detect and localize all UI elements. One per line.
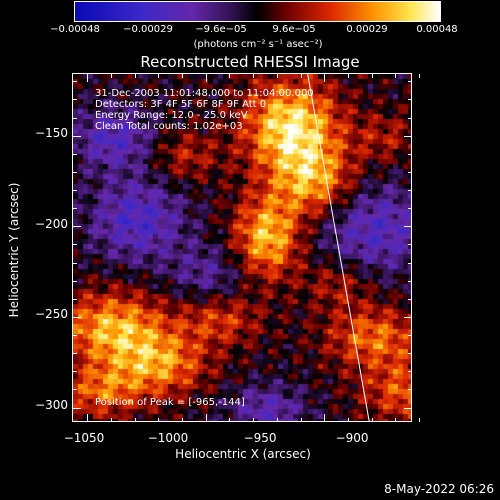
tick-mark (347, 418, 349, 422)
tick-mark (408, 389, 412, 391)
tick-mark (73, 389, 77, 391)
energy-range-annotation: Energy Range: 12.0 - 25.0 keV (95, 110, 248, 121)
tick-mark (419, 74, 421, 78)
tick-mark (404, 316, 412, 318)
tick-mark (73, 171, 77, 173)
tick-mark (73, 298, 77, 300)
peak-position-annotation: Position of Peak = [-965,-144] (95, 397, 245, 408)
tick-mark (419, 418, 421, 422)
clean-counts-annotation: Clean Total counts: 1.02e+03 (95, 121, 243, 132)
colorbar-tick-label: −9.6e−05 (195, 24, 247, 35)
tick-mark (73, 407, 81, 409)
tick-mark (73, 99, 77, 101)
x-tick-label: −1000 (147, 431, 189, 445)
tick-mark (408, 353, 412, 355)
tick-mark (110, 74, 112, 78)
tick-mark (408, 280, 412, 282)
tick-mark (253, 418, 255, 422)
colorbar-tick-label: 0.00048 (416, 24, 458, 35)
tick-mark (158, 74, 160, 78)
tick-mark (73, 335, 77, 336)
colorbar-tick-label: 0.00029 (346, 24, 388, 35)
tick-mark (73, 262, 77, 264)
tick-mark (404, 407, 412, 409)
tick-mark (110, 418, 112, 422)
tick-mark (347, 74, 349, 78)
tick-mark (324, 74, 326, 82)
detectors-annotation: Detectors: 3F 4F 5F 6F 8F 9F Att 0 (95, 99, 267, 110)
x-tick-label: −950 (243, 431, 277, 445)
y-tick-label: −200 (35, 217, 68, 231)
colorbar-tick-label: −0.00048 (50, 24, 100, 35)
tick-mark (408, 244, 412, 246)
tick-mark (182, 74, 184, 78)
y-tick-label: −250 (35, 307, 68, 321)
time-range-annotation: 31-Dec-2003 11:01:48.000 to 11:04:00.000 (95, 88, 314, 99)
tick-mark (73, 117, 77, 119)
tick-mark (87, 414, 89, 422)
tick-mark (300, 418, 302, 422)
tick-mark (395, 418, 397, 422)
tick-mark (73, 226, 81, 228)
y-axis-label: Heliocentric Y (arcsec) (7, 182, 21, 318)
tick-mark (73, 244, 77, 246)
tick-mark (73, 208, 77, 210)
x-tick-label: −1050 (63, 431, 105, 445)
tick-mark (408, 153, 412, 155)
generation-date: 8-May-2022 06:26 (384, 482, 494, 496)
tick-mark (205, 414, 207, 422)
tick-mark (404, 135, 412, 137)
limb-overlay (307, 74, 370, 422)
tick-mark (324, 414, 326, 422)
tick-mark (404, 226, 412, 228)
tick-mark (73, 190, 77, 191)
tick-mark (73, 135, 81, 137)
tick-mark (395, 74, 397, 78)
tick-mark (408, 371, 412, 373)
tick-mark (276, 74, 278, 78)
tick-mark (158, 418, 160, 422)
plot-area: 31-Dec-2003 11:01:48.000 to 11:04:00.000… (73, 74, 412, 422)
y-tick-label: −150 (35, 126, 68, 140)
tick-mark (408, 99, 412, 101)
tick-mark (408, 262, 412, 264)
tick-mark (253, 74, 255, 78)
x-tick-label: −900 (335, 431, 369, 445)
tick-mark (408, 117, 412, 119)
tick-mark (205, 74, 207, 82)
tick-mark (371, 74, 373, 78)
tick-mark (73, 280, 77, 282)
tick-mark (408, 335, 412, 336)
tick-mark (408, 171, 412, 173)
tick-mark (300, 74, 302, 78)
tick-mark (73, 316, 81, 318)
tick-mark (182, 418, 184, 422)
heatmap-image (73, 74, 412, 422)
tick-mark (73, 371, 77, 373)
tick-mark (73, 153, 77, 155)
tick-mark (229, 418, 231, 422)
y-tick-label: −300 (35, 398, 68, 412)
chart-title: Reconstructed RHESSI Image (140, 53, 360, 71)
tick-mark (87, 74, 89, 82)
colorbar-tick-label: 9.6e−05 (272, 24, 316, 35)
tick-mark (408, 190, 412, 191)
colorbar-tick-label: −0.00029 (123, 24, 173, 35)
tick-mark (408, 298, 412, 300)
tick-mark (73, 353, 77, 355)
tick-mark (371, 418, 373, 422)
tick-mark (73, 81, 77, 83)
solar-limb-line (307, 74, 370, 422)
tick-mark (408, 208, 412, 210)
tick-mark (276, 418, 278, 422)
x-axis-label: Heliocentric X (arcsec) (175, 447, 311, 461)
colorbar (74, 1, 441, 22)
tick-mark (134, 74, 136, 78)
tick-mark (229, 74, 231, 78)
tick-mark (408, 81, 412, 83)
tick-mark (134, 418, 136, 422)
colorbar-unit-label: (photons cm⁻² s⁻¹ asec⁻²) (193, 39, 323, 50)
